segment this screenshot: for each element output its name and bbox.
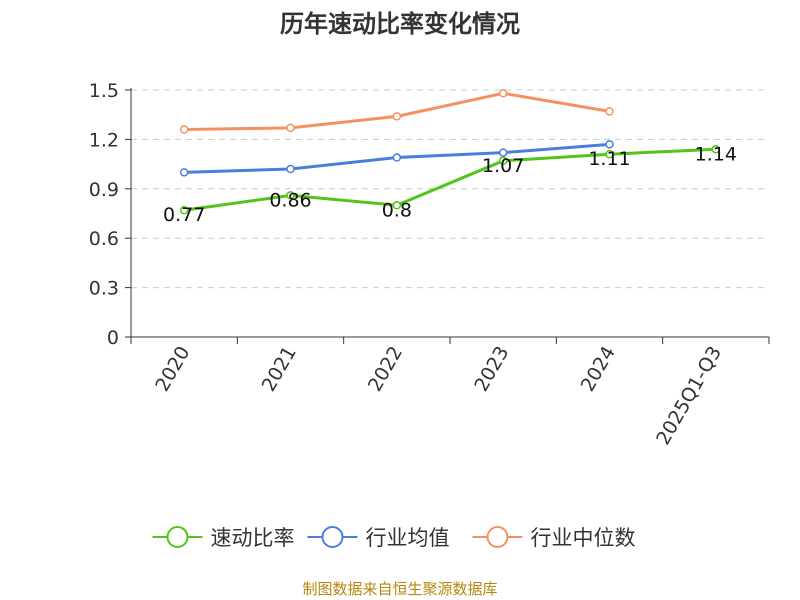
legend-marker [486,526,509,548]
x-tick-label: 2022 [364,343,407,396]
data-point [179,168,189,177]
series-lines [183,91,716,212]
legend-label: 行业均值 [366,526,450,550]
y-tick-label: 0.9 [89,179,119,201]
chart-title: 历年速动比率变化情况 [280,10,520,38]
data-point [711,145,721,154]
legend-label: 速动比率 [211,526,295,550]
legend-marker [166,526,189,548]
y-tick-label: 0 [107,327,119,349]
legend-label: 行业中位数 [531,526,636,550]
x-tick-labels: 2020 2021 2022 2023 2024 2025Q1-Q3 [151,342,726,448]
y-tick-label: 0.6 [89,228,119,250]
legend-item[interactable]: 速动比率 [152,526,295,550]
data-point [605,140,614,149]
series-line [184,91,610,132]
axes [125,88,770,344]
legend-marker [321,526,344,548]
y-tick-label: 0.3 [89,278,119,300]
legend[interactable]: 速动比率 行业均值 行业中位数 [152,526,636,550]
grid-lines [131,89,769,289]
x-tick-label: 2023 [470,342,513,395]
data-point [498,148,508,157]
data-point [498,89,508,98]
data-label: 1.07 [482,155,524,177]
data-label: 1.14 [695,143,737,165]
x-tick-label: 2020 [151,343,194,396]
data-label: 0.8 [382,199,412,221]
data-point [286,123,295,133]
data-labels: 0.77 0.86 0.8 1.07 1.11 1.14 [163,143,737,226]
data-point [179,205,189,215]
series-points [179,89,721,215]
y-tick-label: 1.5 [89,80,119,102]
x-tick-label: 2024 [577,343,620,396]
data-point [498,156,508,166]
source-note: 制图数据来自恒生聚源数据库 [302,580,497,598]
x-tick-label: 2021 [258,343,301,396]
data-point [605,107,614,116]
x-tick-label: 2025Q1-Q3 [652,343,726,449]
data-point [392,112,402,121]
data-point [179,125,189,134]
data-point [392,153,402,162]
y-tick-label: 1.2 [89,129,119,151]
data-point [286,191,295,200]
legend-item[interactable]: 行业中位数 [472,526,636,550]
data-label: 0.86 [269,189,311,211]
y-tick-labels: 0 0.3 0.6 0.9 1.2 1.5 [89,80,119,349]
data-label: 1.11 [588,148,630,170]
data-point [286,164,295,174]
legend-item[interactable]: 行业均值 [307,526,450,550]
data-point [392,201,402,210]
data-point [605,149,614,159]
data-label: 0.77 [163,204,205,226]
series-line [183,147,716,212]
